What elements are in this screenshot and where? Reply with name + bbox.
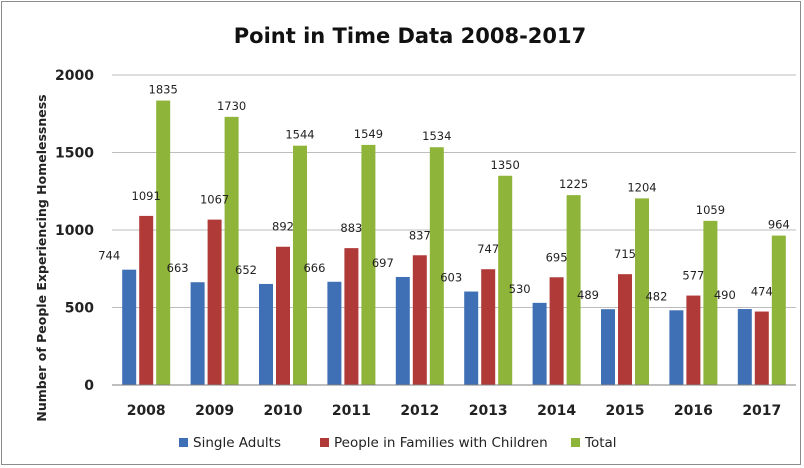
data-label: 883 — [340, 221, 362, 235]
y-tick-label: 1000 — [55, 223, 94, 239]
x-tick-label: 2008 — [127, 403, 166, 419]
bar — [703, 220, 718, 385]
y-tick-label: 2000 — [55, 68, 94, 84]
data-label: 489 — [577, 288, 599, 302]
data-label: 747 — [477, 242, 499, 256]
data-label: 530 — [509, 282, 531, 296]
y-tick-label: 0 — [84, 378, 94, 394]
bar — [412, 255, 427, 385]
x-tick-label: 2010 — [264, 403, 303, 419]
bar — [618, 274, 632, 385]
data-label: 1730 — [217, 99, 246, 113]
data-label: 892 — [272, 220, 294, 234]
x-tick-label: 2016 — [674, 403, 713, 419]
x-axis-ticks: 2008 2009 2010 2011 2012 2013 2014 2015 2016 2017 — [127, 403, 782, 419]
data-label: 695 — [546, 250, 568, 264]
data-label: 1091 — [132, 189, 161, 203]
y-axis-ticks: 0 500 1000 1500 2000 — [55, 68, 94, 394]
data-label: 666 — [303, 261, 325, 275]
bar — [361, 144, 376, 385]
bar — [327, 281, 342, 385]
legend-label: Single Adults — [193, 435, 281, 451]
data-label: 1204 — [627, 180, 656, 194]
y-tick-label: 1500 — [55, 146, 94, 162]
bar — [464, 291, 479, 385]
bar — [669, 310, 684, 385]
legend-label: Total — [584, 435, 617, 451]
bar — [429, 147, 444, 385]
data-label: 577 — [682, 269, 704, 283]
data-label: 474 — [751, 285, 773, 299]
bar — [601, 309, 615, 385]
x-tick-label: 2012 — [400, 403, 439, 419]
bar — [686, 295, 701, 385]
bar — [259, 283, 273, 385]
data-label: 715 — [614, 247, 636, 261]
y-axis-label: Number of People Experiencing Homelessne… — [34, 94, 49, 421]
x-tick-label: 2017 — [742, 403, 781, 419]
bar — [532, 302, 547, 385]
bar — [635, 198, 649, 385]
data-label: 1549 — [354, 127, 383, 141]
legend-label: People in Families with Children — [334, 435, 548, 451]
bar — [481, 269, 496, 385]
bar — [190, 282, 205, 385]
data-label: 964 — [768, 218, 790, 232]
x-tick-label: 2013 — [469, 403, 508, 419]
x-tick-label: 2009 — [195, 403, 234, 419]
data-label: 1059 — [696, 203, 725, 217]
bar — [293, 145, 307, 385]
data-label: 603 — [440, 271, 462, 285]
data-labels: 744 1091 1835 663 1067 1730 652 892 1544 666 883 15… — [98, 83, 790, 304]
data-label: 1225 — [559, 177, 588, 191]
bar — [224, 116, 239, 385]
data-label: 490 — [714, 288, 736, 302]
bar — [566, 195, 581, 385]
data-label: 663 — [167, 261, 189, 275]
legend-swatch — [179, 438, 188, 447]
data-label: 1534 — [422, 129, 451, 143]
bars — [122, 100, 786, 385]
bar — [737, 309, 752, 385]
bar — [549, 277, 564, 385]
legend-item: Total — [571, 435, 617, 451]
data-label: 837 — [409, 228, 431, 242]
legend: Single Adults People in Families with Chi… — [179, 435, 617, 451]
bar — [754, 311, 769, 385]
x-tick-label: 2011 — [332, 403, 371, 419]
bar — [344, 248, 359, 385]
bar — [122, 269, 137, 385]
legend-item: Single Adults — [179, 435, 281, 451]
x-tick-label: 2014 — [537, 403, 576, 419]
bar — [139, 215, 154, 385]
x-tick-label: 2015 — [606, 403, 645, 419]
data-label: 652 — [235, 263, 257, 277]
data-label: 1835 — [149, 83, 178, 97]
y-tick-label: 500 — [65, 301, 94, 317]
data-label: 1544 — [285, 128, 314, 142]
data-label: 697 — [372, 256, 394, 270]
legend-swatch — [571, 438, 580, 447]
data-label: 482 — [645, 289, 667, 303]
legend-item: People in Families with Children — [320, 435, 548, 451]
data-label: 1350 — [491, 158, 520, 172]
data-label: 1067 — [200, 193, 229, 207]
bar — [771, 235, 786, 385]
bar — [156, 100, 171, 385]
bar — [207, 219, 222, 385]
bar — [498, 175, 513, 385]
bar — [276, 246, 290, 385]
bar — [395, 276, 410, 385]
chart-title: Point in Time Data 2008-2017 — [234, 24, 586, 48]
data-label: 744 — [98, 249, 120, 263]
legend-swatch — [320, 438, 329, 447]
